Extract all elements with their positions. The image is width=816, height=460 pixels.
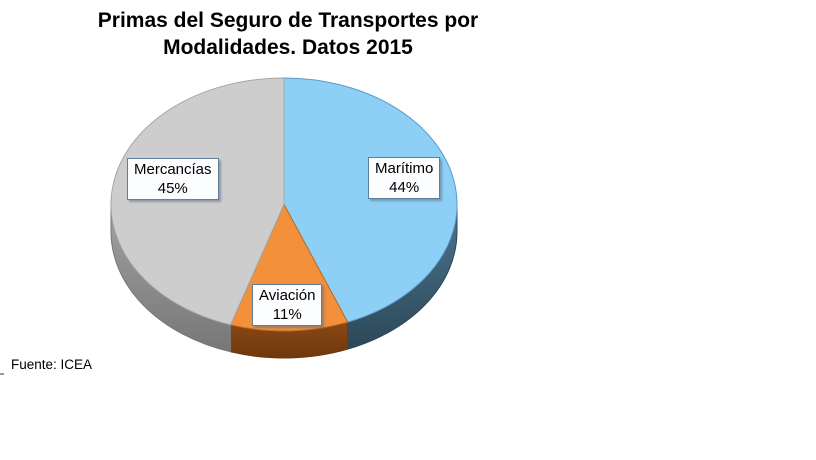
pie-slice-mercancias — [110, 77, 285, 326]
data-label-category: Aviación — [259, 287, 316, 304]
data-label-category: Mercancías — [134, 161, 212, 178]
data-label-percentage: 11% — [272, 306, 302, 323]
data-label-percentage: 45% — [157, 180, 188, 197]
stray-mark — [0, 373, 4, 375]
data-label-category: Marítimo — [375, 160, 434, 177]
chart-title-line1: Primas del Seguro de Transportes por — [97, 9, 479, 32]
data-label-aviacion: Aviación 11% — [252, 284, 323, 326]
chart-title: Primas del Seguro de Transportes por Mod… — [38, 7, 538, 61]
source-note: Fuente: ICEA — [11, 357, 93, 372]
data-label-maritimo: Marítimo 44% — [368, 157, 441, 199]
pie-slice-maritimo — [283, 77, 458, 323]
chart-title-line2: Modalidades. Datos 2015 — [163, 36, 413, 59]
data-label-percentage: 44% — [389, 179, 420, 196]
data-label-mercancias: Mercancías 45% — [127, 158, 219, 200]
